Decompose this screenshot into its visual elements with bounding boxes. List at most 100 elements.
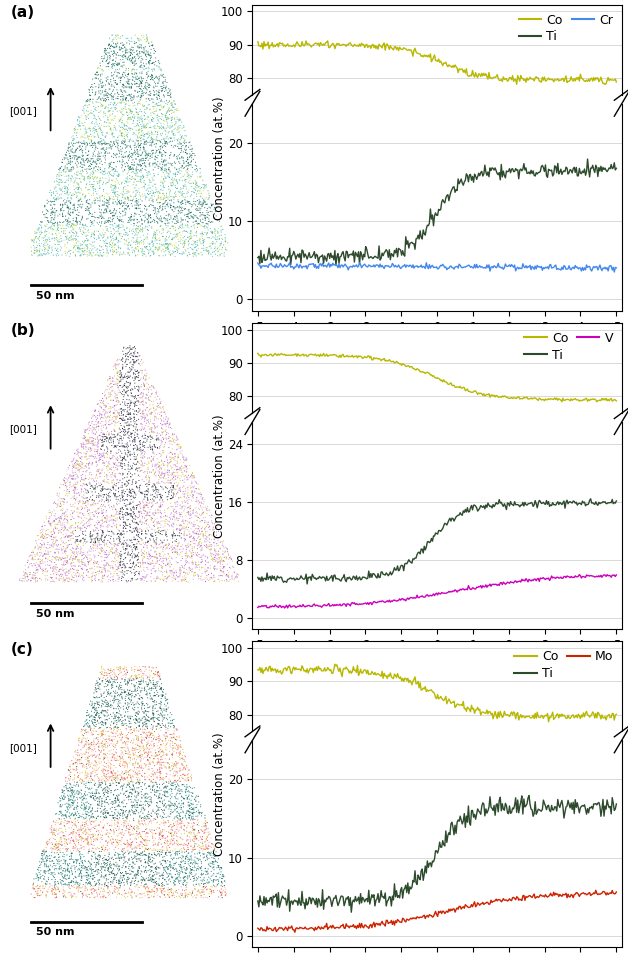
Point [98,853,108,868]
Point [155,764,165,779]
Point [187,230,197,245]
Point [51,192,61,208]
Point [146,406,156,421]
Point [106,87,116,102]
Point [85,170,95,186]
Point [154,848,165,863]
Point [117,501,127,517]
Point [114,859,124,875]
Point [125,746,135,762]
Point [133,792,143,808]
Point [196,538,206,553]
Point [144,180,154,195]
Point [163,155,173,170]
Point [182,472,192,487]
Point [94,695,104,710]
Point [68,569,78,585]
Point [126,342,136,357]
Point [104,197,114,212]
Point [43,544,53,559]
Point [123,765,133,780]
Point [99,447,109,462]
Point [208,851,219,866]
Point [145,167,155,182]
Point [89,790,99,806]
Point [102,141,112,156]
Point [144,127,154,143]
Point [183,523,193,538]
Point [94,734,104,749]
Point [141,829,151,844]
Point [95,193,105,209]
Point [89,474,99,489]
Point [91,84,101,100]
Point [99,91,109,106]
Point [136,729,146,745]
Point [112,692,122,707]
Point [92,457,102,473]
Point [65,497,75,512]
Point [50,520,60,535]
Point [154,145,165,160]
Point [77,747,87,763]
Point [149,126,159,142]
Point [46,194,57,210]
Point [57,873,67,888]
Point [93,419,103,434]
Point [115,123,125,139]
Point [72,211,82,226]
Point [103,495,113,510]
Point [174,740,184,755]
Point [189,815,199,831]
Point [188,152,198,167]
Point [193,837,203,853]
Point [70,480,80,496]
Point [128,134,138,149]
Point [109,531,119,546]
Point [92,429,102,444]
Point [188,840,198,856]
Point [112,410,122,425]
Point [141,687,151,702]
Point [158,871,168,886]
Point [198,504,208,520]
Point [114,851,124,866]
Point [154,391,165,407]
Point [64,244,74,259]
Point [165,452,175,467]
Point [41,570,51,586]
Point [125,751,135,767]
Point [156,499,166,514]
Point [101,731,111,746]
Point [89,721,99,736]
Point [93,436,103,452]
Point [141,396,151,412]
Point [114,861,124,877]
Point [176,517,186,532]
Point [108,209,118,224]
Point [95,715,106,730]
Point [132,228,142,243]
Point [91,520,101,535]
Point [82,459,92,475]
Point [149,889,159,904]
Point [151,496,161,511]
Point [177,854,187,869]
Point [68,792,78,808]
Point [112,367,122,383]
Point [68,757,78,772]
Point [190,163,200,178]
Point [89,234,99,250]
Point [156,161,166,176]
Point [198,172,208,188]
Point [176,195,186,211]
Point [136,170,146,186]
Point [129,209,139,224]
Point [163,834,173,849]
Point [109,202,119,217]
Point [208,874,219,889]
Point [100,777,111,792]
Point [165,170,175,186]
Point [124,147,134,163]
Point [90,534,100,549]
